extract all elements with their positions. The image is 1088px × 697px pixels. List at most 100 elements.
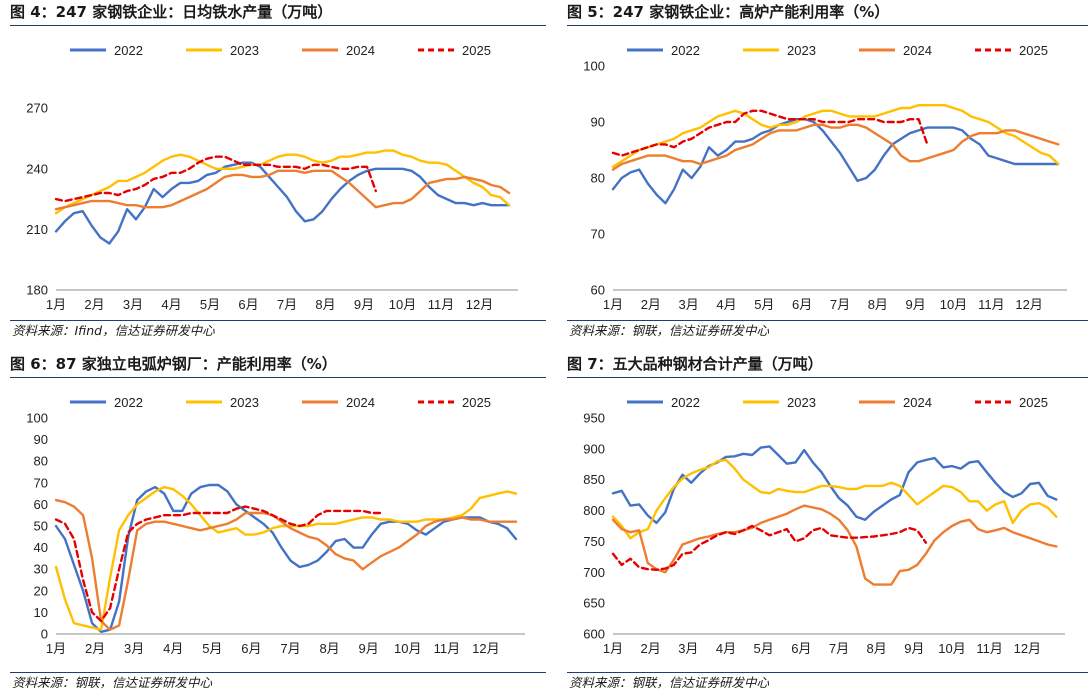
data-point-2022 xyxy=(1003,491,1005,493)
data-point-2022 xyxy=(411,170,413,172)
data-point-2023 xyxy=(190,504,192,506)
data-point-2023 xyxy=(716,460,718,462)
data-point-2024 xyxy=(380,555,382,557)
data-point-2022 xyxy=(254,517,256,519)
data-point-2022 xyxy=(935,127,937,129)
data-point-2025 xyxy=(100,620,102,622)
data-point-2024 xyxy=(144,206,146,208)
data-point-2023 xyxy=(73,622,75,624)
data-point-2023 xyxy=(988,121,990,123)
data-point-2022 xyxy=(135,218,137,220)
data-point-2022 xyxy=(918,130,920,132)
data-point-2025 xyxy=(925,542,927,544)
data-point-2022 xyxy=(951,465,953,467)
series-line-2022 xyxy=(54,161,511,245)
data-point-2023 xyxy=(245,534,247,536)
data-point-2023 xyxy=(82,198,84,200)
data-point-2024 xyxy=(769,519,771,521)
data-point-2025 xyxy=(829,534,831,536)
data-point-2023 xyxy=(180,154,182,156)
data-point-2024 xyxy=(865,127,867,129)
data-point-2022 xyxy=(691,177,693,179)
data-point-2023 xyxy=(961,110,963,112)
x-tick-label: 10月 xyxy=(389,297,416,312)
data-point-2023 xyxy=(953,107,955,109)
data-point-2025 xyxy=(91,194,93,196)
data-point-2022 xyxy=(206,174,208,176)
data-point-2022 xyxy=(925,459,927,461)
data-point-2025 xyxy=(82,196,84,198)
data-point-2022 xyxy=(708,146,710,148)
data-point-2025 xyxy=(144,184,146,186)
y-tick-label: 60 xyxy=(591,283,605,298)
data-point-2024 xyxy=(621,528,623,530)
data-point-2024 xyxy=(126,204,128,206)
data-point-2025 xyxy=(813,118,815,120)
x-tick-label: 8月 xyxy=(319,641,339,656)
data-point-2023 xyxy=(664,497,666,499)
data-point-2022 xyxy=(1022,163,1024,165)
data-point-2023 xyxy=(100,629,102,631)
data-point-2024 xyxy=(398,547,400,549)
data-point-2022 xyxy=(233,164,235,166)
data-point-2022 xyxy=(428,186,430,188)
data-point-2025 xyxy=(313,164,315,166)
series-line-2025 xyxy=(611,109,929,157)
data-point-2023 xyxy=(455,170,457,172)
data-point-2022 xyxy=(977,460,979,462)
x-tick-label: 11月 xyxy=(978,297,1005,312)
data-point-2024 xyxy=(199,529,201,531)
data-point-2025 xyxy=(751,525,753,527)
data-point-2023 xyxy=(673,138,675,140)
data-point-2023 xyxy=(206,164,208,166)
data-point-2023 xyxy=(172,488,174,490)
data-point-2024 xyxy=(55,499,57,501)
data-point-2023 xyxy=(461,514,463,516)
data-point-2025 xyxy=(227,512,229,514)
data-point-2022 xyxy=(1038,482,1040,484)
y-tick-label: 50 xyxy=(34,519,48,534)
data-point-2024 xyxy=(82,202,84,204)
data-point-2022 xyxy=(263,523,265,525)
data-point-2022 xyxy=(188,182,190,184)
chart-eaf-utilization: 0 10 20 30 40 50 60 70 80 90 100 1月 2月 3月 4月 5月 6月 7月 8月 9月… xyxy=(10,380,546,670)
data-point-2025 xyxy=(317,514,319,516)
data-point-2023 xyxy=(135,176,137,178)
data-point-2023 xyxy=(890,482,892,484)
x-tick-label: 4月 xyxy=(716,641,736,656)
x-tick-label: 8月 xyxy=(868,297,888,312)
series-line-2025 xyxy=(54,155,377,203)
data-point-2024 xyxy=(366,198,368,200)
data-point-2024 xyxy=(348,182,350,184)
data-point-2024 xyxy=(848,124,850,126)
x-tick-label: 5月 xyxy=(754,641,774,656)
data-point-2024 xyxy=(934,539,936,541)
data-point-2025 xyxy=(245,506,247,508)
x-tick-label: 12月 xyxy=(1015,297,1042,312)
legend-label: 2025 xyxy=(462,395,491,410)
data-point-2024 xyxy=(804,127,806,129)
data-point-2024 xyxy=(822,124,824,126)
data-point-2023 xyxy=(145,497,147,499)
data-point-2024 xyxy=(206,188,208,190)
data-point-2024 xyxy=(1003,527,1005,529)
data-point-2023 xyxy=(515,493,517,495)
data-point-2024 xyxy=(353,560,355,562)
data-point-2022 xyxy=(882,505,884,507)
data-point-2023 xyxy=(452,517,454,519)
data-point-2024 xyxy=(339,176,341,178)
data-point-2023 xyxy=(804,116,806,118)
data-point-2024 xyxy=(180,200,182,202)
data-point-2023 xyxy=(761,124,763,126)
data-point-2022 xyxy=(64,220,66,222)
data-point-2025 xyxy=(865,118,867,120)
data-point-2024 xyxy=(918,160,920,162)
data-point-2024 xyxy=(951,525,953,527)
data-point-2022 xyxy=(664,512,666,514)
data-point-2025 xyxy=(916,529,918,531)
data-point-2023 xyxy=(996,127,998,129)
data-point-2023 xyxy=(856,488,858,490)
data-point-2024 xyxy=(830,127,832,129)
data-point-2022 xyxy=(961,130,963,132)
data-point-2022 xyxy=(726,149,728,151)
